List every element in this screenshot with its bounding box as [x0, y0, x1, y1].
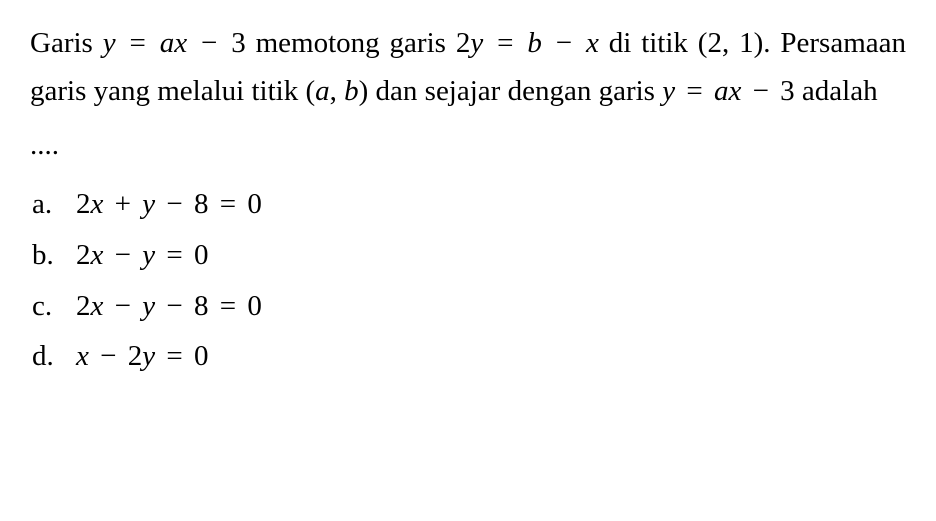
math-op: −: [103, 290, 142, 322]
math-num: 2: [128, 340, 143, 372]
option-letter: a.: [32, 179, 76, 230]
math-var: y: [142, 239, 155, 271]
math-num: 8: [194, 290, 209, 322]
text-segment: Garis: [30, 27, 103, 59]
math-op: =: [483, 27, 527, 59]
text-segment: memotong garis: [246, 27, 456, 59]
option-letter: b.: [32, 230, 76, 281]
text-segment: ,: [330, 75, 345, 107]
math-var: b: [527, 27, 542, 59]
math-var: x: [91, 239, 104, 271]
text-segment: (: [305, 75, 315, 107]
option-letter: c.: [32, 281, 76, 332]
math-num: 2: [76, 188, 91, 220]
text-segment: adalah: [795, 75, 878, 107]
option-b: b. 2x − y = 0: [32, 230, 906, 281]
option-content: 2x − y − 8 = 0: [76, 281, 906, 332]
math-num: 0: [247, 290, 262, 322]
math-var: y: [470, 27, 483, 59]
math-num: 3: [231, 27, 246, 59]
math-num: 2: [456, 27, 471, 59]
math-var: a: [714, 75, 729, 107]
math-op: =: [116, 27, 160, 59]
option-content: x − 2y = 0: [76, 331, 906, 382]
math-op: =: [208, 290, 247, 322]
math-num: 0: [194, 340, 209, 372]
math-op: −: [187, 27, 231, 59]
option-content: 2x − y = 0: [76, 230, 906, 281]
math-num: 2: [76, 290, 91, 322]
math-var: x: [91, 290, 104, 322]
option-d: d. x − 2y = 0: [32, 331, 906, 382]
math-var: y: [142, 340, 155, 372]
math-var: x: [76, 340, 89, 372]
math-var: x: [728, 75, 741, 107]
text-segment: di: [599, 27, 631, 59]
math-var: x: [174, 27, 187, 59]
math-var: b: [344, 75, 359, 107]
option-content: 2x + y − 8 = 0: [76, 179, 906, 230]
math-var: x: [586, 27, 599, 59]
math-num: 8: [194, 188, 209, 220]
math-op: −: [155, 290, 194, 322]
question-body: Garis y = ax − 3 memotong garis 2y = b −…: [30, 20, 906, 116]
option-letter: d.: [32, 331, 76, 382]
math-var: y: [142, 188, 155, 220]
ellipsis: ....: [30, 124, 906, 168]
math-op: −: [542, 27, 586, 59]
math-op: −: [741, 75, 780, 107]
math-var: y: [142, 290, 155, 322]
math-var: x: [91, 188, 104, 220]
math-num: 0: [247, 188, 262, 220]
math-num: 0: [194, 239, 209, 271]
math-op: =: [155, 340, 194, 372]
math-var: y: [103, 27, 116, 59]
option-c: c. 2x − y − 8 = 0: [32, 281, 906, 332]
math-num: 3: [780, 75, 795, 107]
math-op: −: [155, 188, 194, 220]
text-segment: ) dan sejajar dengan garis: [359, 75, 663, 107]
math-var: y: [662, 75, 675, 107]
math-op: =: [155, 239, 194, 271]
math-op: −: [89, 340, 128, 372]
math-op: −: [103, 239, 142, 271]
option-a: a. 2x + y − 8 = 0: [32, 179, 906, 230]
math-num: 2: [76, 239, 91, 271]
math-op: =: [675, 75, 714, 107]
options-list: a. 2x + y − 8 = 0 b. 2x − y = 0 c. 2x − …: [30, 179, 906, 382]
math-var: a: [315, 75, 330, 107]
math-var: a: [160, 27, 175, 59]
math-op: =: [208, 188, 247, 220]
math-op: +: [103, 188, 142, 220]
